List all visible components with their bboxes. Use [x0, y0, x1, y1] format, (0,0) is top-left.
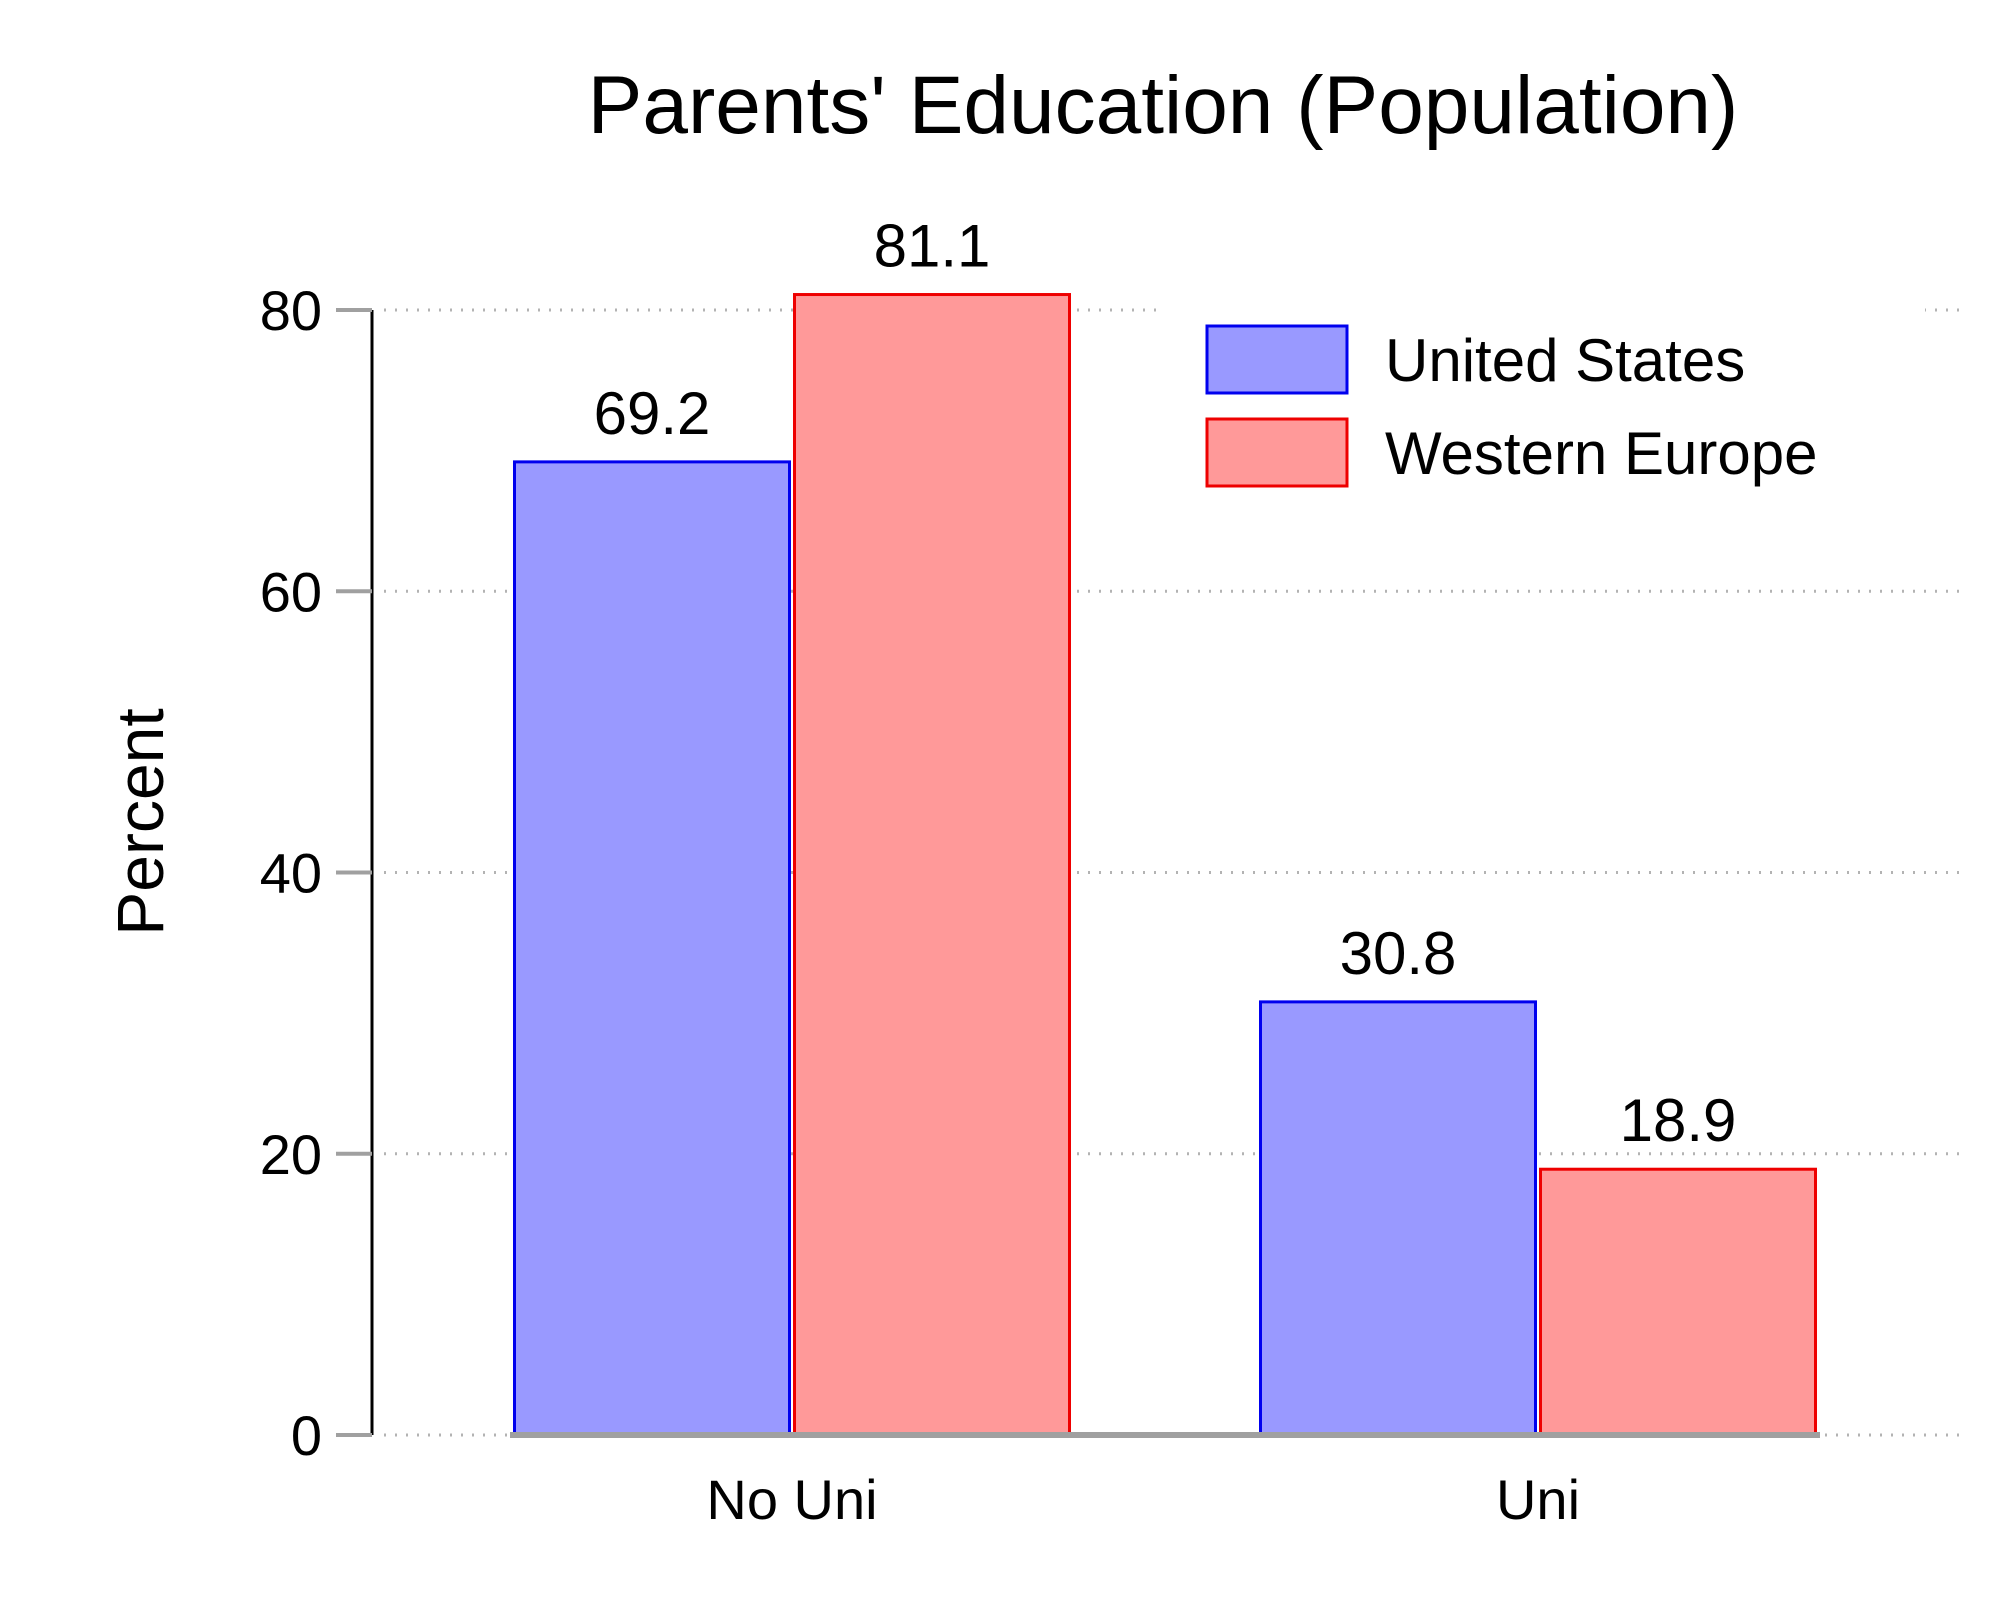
y-tick-label-60: 60: [260, 560, 322, 623]
bar-western-europe-no-uni: [793, 293, 1071, 1437]
y-axis-title: Percent: [103, 708, 177, 935]
legend-label-united-states: United States: [1385, 327, 1745, 394]
x-tick-label-no-uni: No Uni: [706, 1468, 877, 1531]
legend-swatch-western-europe: [1205, 417, 1349, 488]
bar-western-europe-uni: [1539, 1167, 1817, 1437]
y-tick-label-20: 20: [260, 1123, 322, 1186]
data-labels: 69.2 81.1 30.8 18.9: [594, 213, 1737, 1155]
data-label-western-europe-uni: 18.9: [1620, 1087, 1737, 1154]
data-label-united-states-no-uni: 69.2: [594, 380, 711, 447]
legend-label-western-europe: Western Europe: [1385, 420, 1817, 487]
legend-swatch-united-states: [1205, 324, 1349, 395]
data-label-western-europe-no-uni: 81.1: [874, 213, 991, 280]
data-label-united-states-uni: 30.8: [1340, 920, 1457, 987]
bar-united-states-uni: [1259, 1000, 1537, 1437]
chart-title: Parents' Education (Population): [588, 60, 1739, 151]
y-tick-label-0: 0: [291, 1404, 322, 1467]
legend: United States Western Europe: [1165, 295, 1925, 515]
x-tick-label-uni: Uni: [1496, 1468, 1580, 1531]
bars: [513, 293, 1817, 1437]
axes: 0 20 40 60 80 No Uni Uni: [260, 279, 1820, 1531]
y-tick-label-80: 80: [260, 279, 322, 342]
y-tick-label-40: 40: [260, 842, 322, 905]
bar-united-states-no-uni: [513, 460, 791, 1437]
